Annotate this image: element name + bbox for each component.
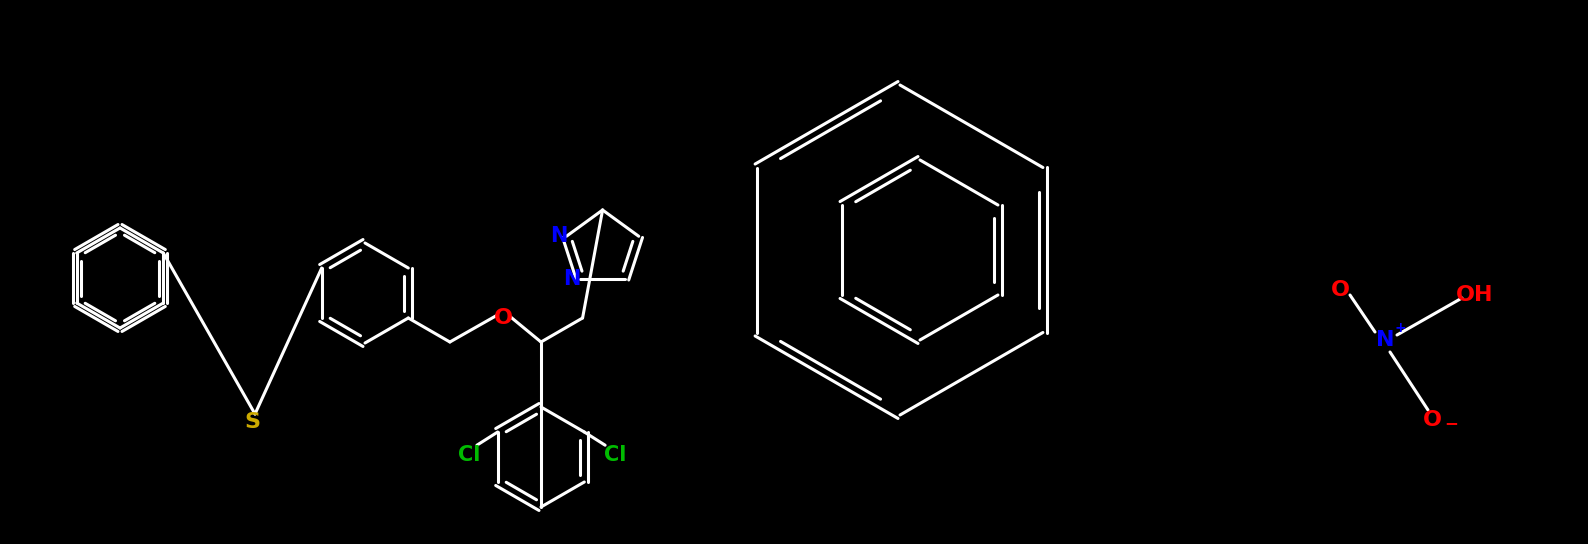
Text: O: O [494, 308, 513, 328]
Text: Cl: Cl [457, 445, 480, 465]
Text: −: − [1443, 414, 1458, 432]
Text: +: + [1394, 321, 1407, 335]
Text: OH: OH [1456, 285, 1494, 305]
Text: N: N [1375, 330, 1394, 350]
Text: N: N [564, 269, 581, 289]
Text: N: N [549, 226, 567, 246]
Text: O: O [1331, 280, 1350, 300]
Text: S: S [245, 412, 260, 432]
Text: Cl: Cl [603, 445, 626, 465]
Text: O: O [1423, 410, 1442, 430]
